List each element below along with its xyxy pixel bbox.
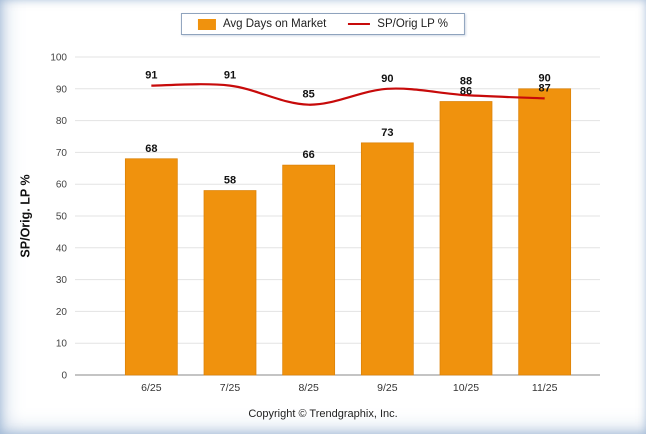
copyright-text: Copyright © Trendgraphix, Inc.: [248, 408, 398, 420]
y-tick-label: 30: [56, 275, 68, 286]
legend-item-label: SP/Orig LP %: [377, 18, 449, 30]
bar: [124, 158, 178, 376]
line-value-label: 91: [145, 70, 157, 82]
bar: [360, 142, 414, 376]
bar-value-label: 68: [145, 143, 157, 155]
y-tick-label: 80: [56, 116, 68, 127]
x-tick-label: 8/25: [298, 382, 319, 394]
bar-value-label: 86: [460, 86, 472, 98]
line-value-label: 88: [460, 76, 472, 88]
y-tick-label: 50: [56, 212, 68, 223]
bar: [439, 101, 493, 376]
line-value-label: 91: [224, 70, 236, 82]
line-value-label: 90: [381, 73, 393, 85]
y-axis-title: SP/Orig. LP %: [12, 57, 40, 375]
legend-item: Avg Days on Market: [197, 18, 327, 30]
y-tick-label: 10: [56, 339, 68, 350]
x-tick-label: 6/25: [141, 382, 162, 394]
y-tick-label: 100: [50, 53, 67, 64]
legend-item: SP/Orig LP %: [348, 18, 448, 30]
y-tick-label: 90: [56, 84, 68, 95]
y-tick-label: 40: [56, 243, 68, 254]
x-tick-label: 10/25: [453, 382, 479, 394]
y-tick-label: 70: [56, 148, 68, 159]
bar-value-label: 58: [224, 175, 236, 187]
bar-value-label: 90: [539, 72, 551, 84]
y-tick-label: 20: [56, 307, 68, 318]
y-tick-label: 60: [56, 180, 68, 191]
x-tick-label: 11/25: [532, 382, 558, 394]
x-tick-label: 7/25: [220, 382, 241, 394]
legend-bar-swatch-icon: [197, 18, 216, 30]
trend-line: [151, 83, 545, 106]
legend-item-label: Avg Days on Market: [222, 18, 327, 30]
legend: Avg Days on Market SP/Orig LP %: [180, 13, 466, 35]
y-axis-title-text: SP/Orig. LP %: [19, 174, 33, 258]
bar: [282, 164, 336, 376]
line-value-label: 85: [303, 89, 315, 101]
bar: [203, 190, 257, 376]
y-tick-label: 0: [61, 371, 67, 382]
bar-value-label: 66: [303, 149, 315, 161]
bar: [518, 88, 572, 376]
line-value-label: 87: [539, 82, 551, 94]
legend-line-swatch-icon: [348, 23, 371, 25]
bar-value-label: 73: [381, 127, 393, 139]
x-tick-label: 9/25: [377, 382, 398, 394]
